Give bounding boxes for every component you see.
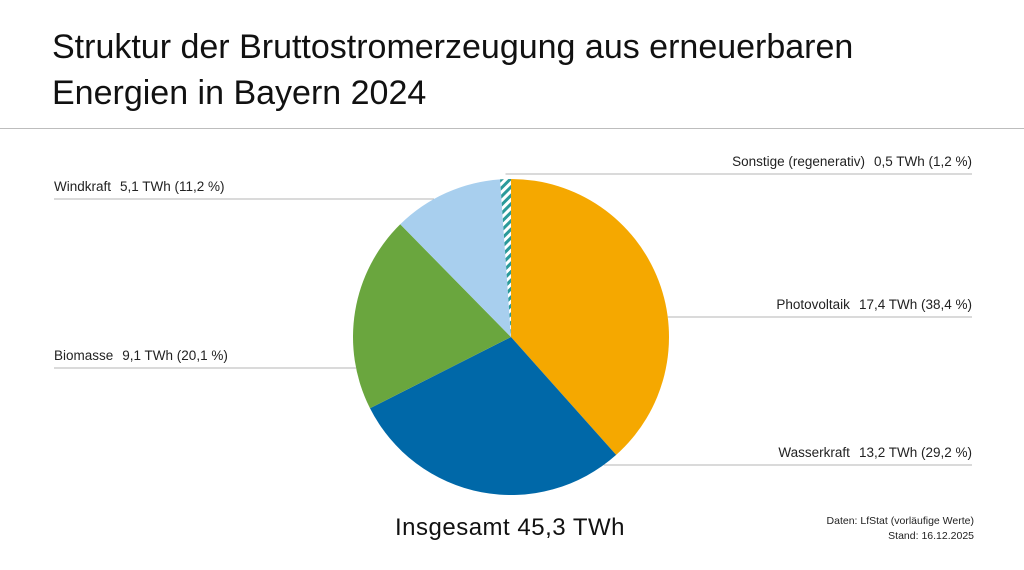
slice-label-value: 9,1 TWh (20,1 %) xyxy=(122,348,228,363)
chart-title-line-2: Energien in Bayern 2024 xyxy=(52,74,427,112)
slice-label-biomasse: Biomasse 9,1 TWh (20,1 %) xyxy=(54,348,228,363)
slice-label-value: 5,1 TWh (11,2 %) xyxy=(120,179,225,194)
pie-slice-photovoltaik xyxy=(511,179,670,455)
slice-label-name: Wasserkraft xyxy=(778,445,850,460)
slice-label-value: 13,2 TWh (29,2 %) xyxy=(859,445,972,460)
source-note: Daten: LfStat (vorläufige Werte) Stand: … xyxy=(827,514,974,544)
pie-slice-sonstige-regenerativ xyxy=(500,179,511,337)
slice-label-value: 0,5 TWh (1,2 %) xyxy=(874,154,972,169)
slice-label-name: Photovoltaik xyxy=(776,297,850,312)
slice-label-name: Sonstige (regenerativ) xyxy=(732,154,865,169)
slice-label-value: 17,4 TWh (38,4 %) xyxy=(859,297,972,312)
slice-label-name: Biomasse xyxy=(54,348,113,363)
chart-title: Struktur der Bruttostromerzeugung aus er… xyxy=(52,24,992,116)
total-label: Insgesamt 45,3 TWh xyxy=(395,514,625,541)
slice-label-wasserkraft: Wasserkraft 13,2 TWh (29,2 %) xyxy=(778,445,972,460)
pie-slice-wasserkraft xyxy=(370,337,617,495)
slice-label-photovoltaik: Photovoltaik 17,4 TWh (38,4 %) xyxy=(776,297,972,312)
pie-slice-biomasse xyxy=(353,224,511,409)
title-divider xyxy=(0,128,1024,129)
slice-labels: Photovoltaik 17,4 TWh (38,4 %) Wasserkraft… xyxy=(54,154,972,460)
pie-slice-windkraft xyxy=(400,179,511,337)
source-line-2: Stand: 16.12.2025 xyxy=(888,530,974,542)
slice-label-name: Windkraft xyxy=(54,179,111,194)
slice-label-sonstige-regenerativ: Sonstige (regenerativ) 0,5 TWh (1,2 %) xyxy=(732,154,972,169)
chart-title-line-1: Struktur der Bruttostromerzeugung aus er… xyxy=(52,28,854,66)
pie-slices xyxy=(353,179,670,495)
slice-label-windkraft: Windkraft 5,1 TWh (11,2 %) xyxy=(54,179,225,194)
source-line-1: Daten: LfStat (vorläufige Werte) xyxy=(826,515,974,527)
leader-lines xyxy=(54,173,972,466)
